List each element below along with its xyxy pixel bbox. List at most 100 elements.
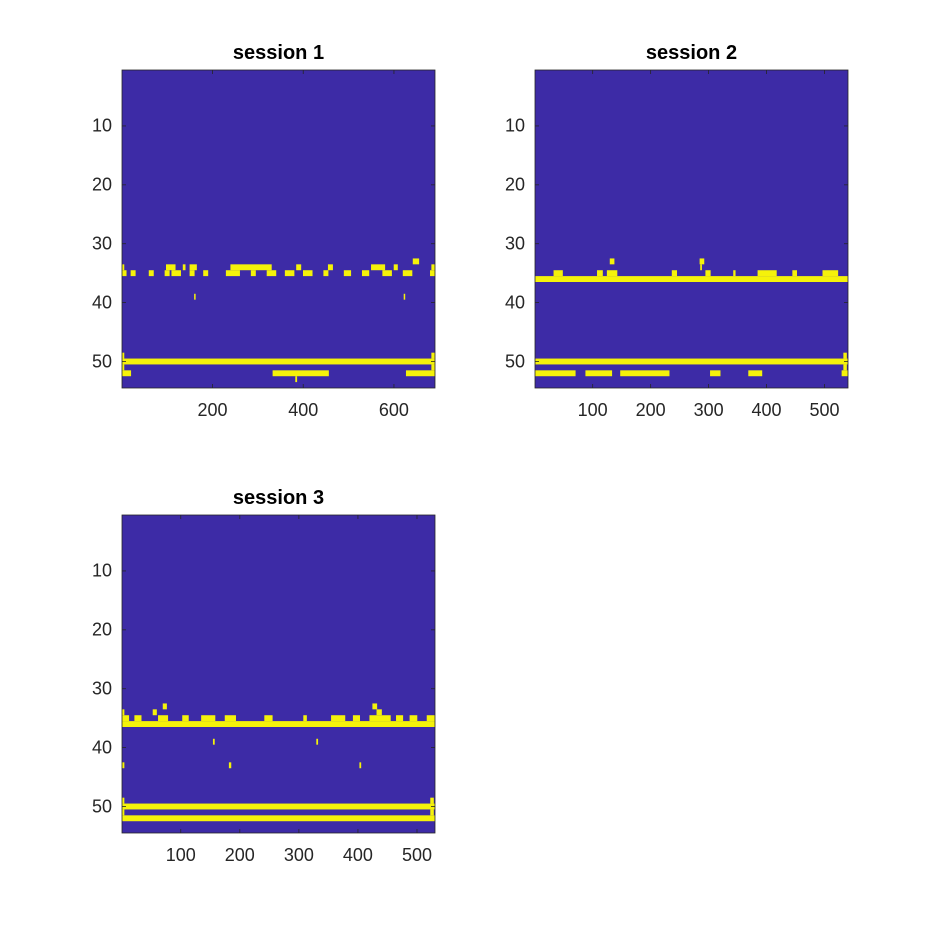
y-tick-label: 20: [504, 174, 525, 195]
heatmap-active-cell: [323, 270, 329, 277]
y-tick-label: 50: [91, 796, 112, 816]
heatmap-active-cell: [166, 264, 176, 271]
heatmap-active-cell: [266, 270, 277, 277]
y-tick-label: 40: [91, 737, 112, 758]
heatmap-active-cell: [302, 270, 313, 277]
heatmap-active-cell: [359, 762, 362, 769]
heatmap-active-cell: [327, 264, 333, 271]
heatmap-active-cell: [122, 721, 435, 727]
heatmap-active-cell: [535, 358, 848, 365]
heatmap-active-cell: [405, 370, 435, 377]
heatmap-active-cell: [371, 264, 386, 271]
heatmap-active-cell: [130, 270, 136, 277]
x-tick-label: 100: [577, 400, 608, 420]
heatmap-active-cell: [403, 293, 406, 300]
x-tick-label: 300: [693, 400, 724, 420]
heatmap-active-cell: [431, 364, 435, 371]
y-tick-label: 50: [91, 351, 112, 371]
x-tick-label: 400: [751, 400, 782, 420]
y-tick-label: 20: [91, 174, 112, 195]
x-tick-label: 500: [401, 845, 433, 865]
heatmap-active-cell: [122, 264, 125, 271]
heatmap-active-cell: [122, 815, 435, 822]
y-tick-label: 40: [504, 292, 525, 313]
heatmap-active-cell: [426, 715, 435, 722]
heatmap-active-cell: [182, 264, 186, 271]
heatmap-active-cell: [212, 738, 215, 745]
heatmap-active-cell: [535, 276, 848, 282]
heatmap-active-cell: [152, 709, 157, 716]
axes-frame: [534, 69, 849, 389]
heatmap-active-cell: [843, 364, 847, 371]
heatmap-active-cell: [230, 264, 272, 271]
heatmap-active-cell: [361, 270, 370, 277]
heatmap-active-cell: [296, 264, 302, 271]
x-tick-label: 200: [197, 400, 228, 420]
heatmap-active-cell: [250, 270, 256, 277]
heatmap-active-cell: [316, 738, 319, 745]
heatmap-active-cell: [620, 370, 670, 377]
heatmap-active-cell: [158, 715, 169, 722]
heatmap-active-cell: [224, 715, 236, 722]
x-tick-label: 200: [224, 845, 255, 865]
heatmap-active-cell: [393, 264, 398, 271]
heatmap-active-cell: [122, 709, 125, 716]
chart-title: session 3: [232, 487, 325, 509]
heatmap-active-cell: [201, 715, 216, 722]
heatmap-active-cell: [171, 270, 181, 277]
axes-frame: [121, 69, 436, 389]
heatmap-active-cell: [369, 715, 391, 722]
heatmap-active-cell: [122, 797, 125, 804]
y-tick-label: 30: [91, 678, 112, 699]
y-tick-label: 40: [91, 292, 112, 313]
x-tick-label: 500: [809, 400, 840, 420]
heatmap-active-cell: [822, 270, 839, 277]
heatmap-active-cell: [148, 270, 154, 277]
heatmap-active-cell: [409, 715, 418, 722]
heatmap-active-cell: [122, 352, 125, 359]
y-tick-label: 20: [91, 619, 112, 640]
heatmap-active-cell: [597, 270, 603, 277]
x-tick-label: 300: [283, 845, 314, 865]
y-tick-label: 10: [504, 115, 525, 136]
heatmap-active-cell: [553, 270, 563, 277]
heatmap-active-cell: [382, 270, 392, 277]
heatmap-active-cell: [396, 715, 404, 722]
heatmap-active-cell: [134, 715, 142, 722]
heatmap-background-cells: [122, 70, 435, 388]
heatmap-active-cell: [792, 270, 797, 277]
x-tick-label: 400: [342, 845, 373, 865]
heatmap-active-cell: [343, 270, 352, 277]
heatmap-active-cell: [122, 358, 435, 365]
heatmap-active-cell: [757, 270, 777, 277]
heatmap-active-cell: [376, 709, 382, 716]
heatmap-active-cell: [733, 270, 736, 277]
heatmap-active-cell: [585, 370, 613, 377]
heatmap-active-cell: [710, 370, 721, 377]
heatmap-active-cell: [264, 715, 273, 722]
y-tick-label: 10: [91, 560, 112, 581]
heatmap-active-cell: [412, 258, 420, 265]
heatmap-background-cells: [535, 70, 848, 388]
x-tick-label: 400: [288, 400, 319, 420]
heatmap-active-cell: [372, 703, 378, 710]
y-tick-label: 30: [504, 233, 525, 254]
heatmap-active-cell: [699, 258, 705, 265]
heatmap-active-cell: [122, 270, 127, 277]
heatmap-active-cell: [189, 270, 195, 277]
heatmap-active-cell: [122, 809, 125, 816]
heatmap-background-cells: [122, 515, 435, 833]
heatmap-active-cell: [430, 809, 434, 816]
heatmap-active-cell: [303, 715, 307, 722]
heatmap-active-cell: [705, 270, 711, 277]
heatmap-active-cell: [228, 762, 232, 769]
x-tick-label: 600: [378, 400, 409, 420]
heatmap-active-cell: [843, 352, 847, 359]
heatmap-active-cell: [122, 370, 132, 377]
y-tick-label: 10: [91, 115, 112, 136]
axes-frame: [121, 514, 436, 834]
heatmap-active-cell: [164, 270, 170, 277]
